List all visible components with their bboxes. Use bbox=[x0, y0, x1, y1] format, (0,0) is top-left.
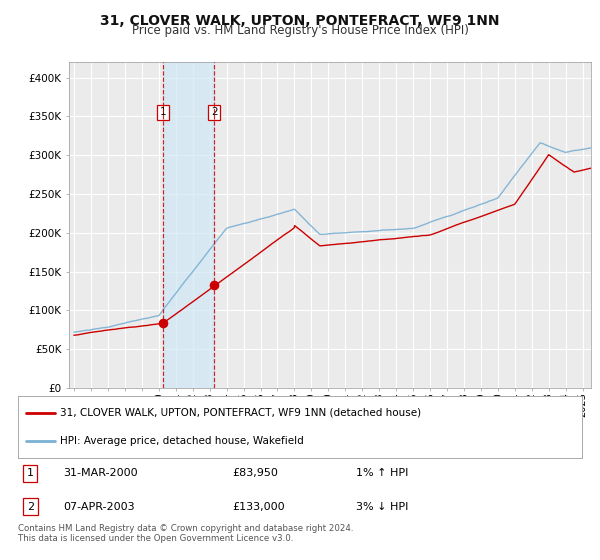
Text: 31-MAR-2000: 31-MAR-2000 bbox=[63, 468, 138, 478]
Text: 3% ↓ HPI: 3% ↓ HPI bbox=[356, 502, 409, 512]
Point bbox=[209, 281, 219, 290]
Bar bbox=[163, 62, 214, 388]
Text: £133,000: £133,000 bbox=[232, 502, 285, 512]
Text: 1% ↑ HPI: 1% ↑ HPI bbox=[356, 468, 409, 478]
Text: Price paid vs. HM Land Registry's House Price Index (HPI): Price paid vs. HM Land Registry's House … bbox=[131, 24, 469, 37]
Text: 1: 1 bbox=[27, 468, 34, 478]
Text: 1: 1 bbox=[160, 108, 166, 118]
Text: 31, CLOVER WALK, UPTON, PONTEFRACT, WF9 1NN (detached house): 31, CLOVER WALK, UPTON, PONTEFRACT, WF9 … bbox=[60, 408, 421, 418]
Text: Contains HM Land Registry data © Crown copyright and database right 2024.
This d: Contains HM Land Registry data © Crown c… bbox=[18, 524, 353, 543]
Text: 2: 2 bbox=[211, 108, 218, 118]
Text: 31, CLOVER WALK, UPTON, PONTEFRACT, WF9 1NN: 31, CLOVER WALK, UPTON, PONTEFRACT, WF9 … bbox=[100, 14, 500, 28]
Text: HPI: Average price, detached house, Wakefield: HPI: Average price, detached house, Wake… bbox=[60, 436, 304, 446]
Text: 2: 2 bbox=[27, 502, 34, 512]
Text: £83,950: £83,950 bbox=[232, 468, 278, 478]
Point bbox=[158, 318, 167, 327]
Text: 07-APR-2003: 07-APR-2003 bbox=[63, 502, 135, 512]
